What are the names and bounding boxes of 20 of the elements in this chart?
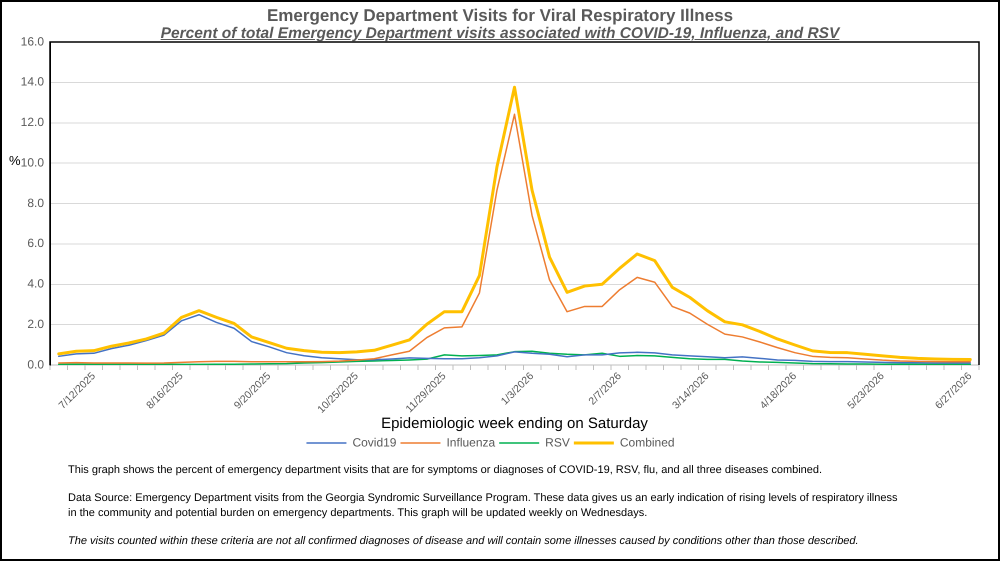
legend-label: Combined — [620, 435, 675, 450]
y-tick-label: 2.0 — [27, 316, 44, 331]
text: This graph shows the percent of emergency department visits that are for symptoms or diagnoses of COVID-19, RSV, flu, and all three diseases combined. — [68, 463, 824, 478]
y-axis-title: % — [9, 153, 21, 168]
y-tick-label: 4.0 — [27, 276, 44, 291]
y-tick-label: 14.0 — [20, 74, 44, 89]
y-tick-label: 12.0 — [20, 115, 44, 130]
text: The visits counted within these criteria are not all confirmed diagnoses of disease and will contain some illnesses caused by conditions other than those described. — [68, 534, 860, 549]
y-tick-label: 6.0 — [27, 236, 44, 250]
legend-label: RSV — [545, 435, 570, 450]
y-tick-label: 16.0 — [20, 34, 44, 48]
y-tick-label: 0.0 — [27, 357, 44, 372]
chart-title: Emergency Department Visits for Viral Respiratory Illness — [266, 6, 734, 26]
y-tick-label: 8.0 — [27, 196, 44, 210]
legend-label: Covid19 — [352, 435, 397, 450]
chart-subtitle: Percent of total Emergency Department visits associated with COVID-19, Influenza, and RSV — [160, 25, 840, 42]
source-note: Data Source: Emergency Department visits from the Georgia Syndromic Surveillance Program. These data gives us an early indication of rising levels of respiratory illness in the community and potential burden on emergency departments. This graph will be updated weekly on Wednesdays. — [68, 491, 898, 521]
legend-label: Influenza — [446, 435, 496, 450]
y-tick-label: 10.0 — [20, 155, 44, 170]
x-axis-title: Epidemiologic week ending on Saturday — [381, 415, 648, 432]
